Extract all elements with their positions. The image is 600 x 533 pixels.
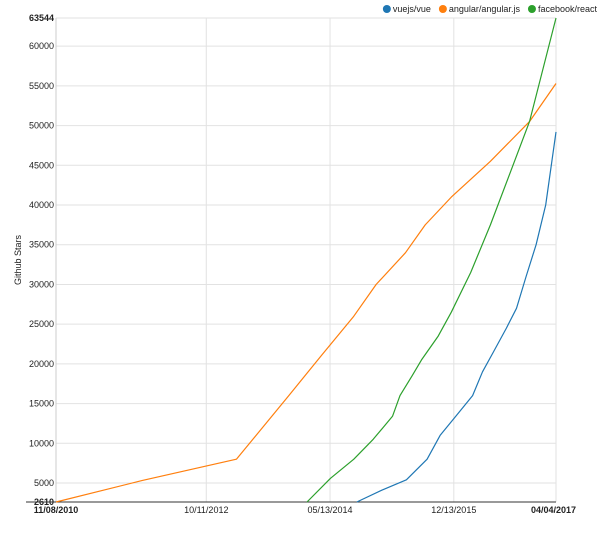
y-tick-label: 40000	[29, 200, 54, 210]
legend-swatch	[382, 5, 391, 13]
x-tick-label: 10/11/2012	[184, 505, 228, 515]
legend[interactable]: facebook/react angular/angular.js vuejs/vu…	[382, 4, 598, 14]
y-tick-label: 35000	[29, 240, 54, 250]
y-tick-label: 15000	[29, 399, 54, 409]
y-tick-label: 30000	[29, 279, 54, 289]
y-tick-label: 60000	[29, 41, 54, 51]
series-lines	[55, 17, 557, 503]
legend-swatch	[438, 5, 447, 13]
y-axis-title: Github Stars	[13, 234, 23, 285]
y-tick-label: 25000	[29, 319, 54, 329]
legend-label: facebook/react	[538, 4, 598, 14]
legend-item-angular-angular-js[interactable]: angular/angular.js	[438, 4, 521, 14]
legend-label: vuejs/vue	[393, 4, 431, 14]
x-tick-label: 05/13/2014	[308, 505, 353, 515]
legend-item-facebook-react[interactable]: facebook/react	[527, 4, 598, 14]
series-line-angular-angular-js	[55, 83, 557, 503]
axes: 2610500010000150002000025000300003500040…	[26, 13, 576, 515]
grid	[56, 17, 557, 502]
x-tick-label: 12/13/2015	[431, 505, 476, 515]
series-line-vuejs-vue	[356, 131, 557, 503]
x-tick-label: 04/04/2017	[531, 505, 576, 515]
series-line-facebook-react	[306, 17, 557, 503]
y-tick-label: 45000	[29, 160, 54, 170]
legend-label: angular/angular.js	[449, 4, 521, 14]
y-tick-label: 63544	[29, 13, 54, 23]
y-tick-label: 50000	[29, 121, 54, 131]
legend-item-vuejs-vue[interactable]: vuejs/vue	[382, 4, 431, 14]
y-tick-label: 5000	[34, 478, 54, 488]
x-tick-label: 11/08/2010	[34, 505, 79, 515]
y-tick-label: 20000	[29, 359, 54, 369]
y-tick-label: 55000	[29, 81, 54, 91]
legend-swatch	[527, 5, 536, 13]
y-tick-label: 10000	[29, 438, 54, 448]
